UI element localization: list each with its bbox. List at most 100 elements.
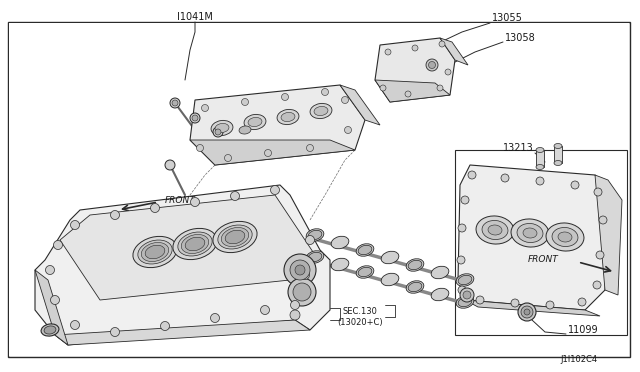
Ellipse shape (44, 326, 56, 334)
Circle shape (225, 154, 232, 161)
Ellipse shape (178, 232, 212, 256)
Polygon shape (60, 195, 315, 300)
Circle shape (511, 299, 519, 307)
Ellipse shape (358, 245, 372, 255)
Ellipse shape (554, 160, 562, 166)
Circle shape (111, 327, 120, 337)
Circle shape (321, 89, 328, 96)
Ellipse shape (281, 112, 295, 122)
Circle shape (476, 296, 484, 304)
Ellipse shape (141, 243, 169, 262)
Circle shape (596, 251, 604, 259)
Ellipse shape (523, 228, 537, 238)
Ellipse shape (308, 252, 322, 262)
Circle shape (344, 126, 351, 134)
Circle shape (461, 196, 469, 204)
Circle shape (385, 49, 391, 55)
Circle shape (161, 321, 170, 330)
Ellipse shape (536, 148, 544, 153)
Circle shape (593, 281, 601, 289)
Circle shape (54, 241, 63, 250)
Circle shape (196, 144, 204, 151)
Circle shape (463, 291, 471, 299)
Circle shape (290, 310, 300, 320)
Ellipse shape (277, 109, 299, 125)
Ellipse shape (554, 144, 562, 148)
Circle shape (536, 177, 544, 185)
Polygon shape (340, 85, 380, 125)
Circle shape (165, 160, 175, 170)
Polygon shape (190, 85, 365, 165)
Ellipse shape (406, 281, 424, 293)
Circle shape (458, 286, 466, 294)
Circle shape (412, 45, 418, 51)
Circle shape (260, 305, 269, 314)
Circle shape (426, 59, 438, 71)
Circle shape (429, 61, 435, 68)
Ellipse shape (406, 259, 424, 271)
Ellipse shape (381, 273, 399, 286)
Ellipse shape (456, 274, 474, 286)
Circle shape (578, 298, 586, 306)
Circle shape (521, 306, 533, 318)
Text: 13055: 13055 (492, 13, 523, 23)
Ellipse shape (358, 267, 372, 277)
Polygon shape (55, 320, 310, 345)
Circle shape (288, 278, 316, 306)
Circle shape (213, 127, 223, 137)
Circle shape (301, 270, 310, 279)
Ellipse shape (248, 118, 262, 126)
Circle shape (439, 41, 445, 47)
Circle shape (202, 105, 209, 112)
Ellipse shape (181, 234, 209, 253)
Circle shape (172, 100, 178, 106)
Polygon shape (465, 300, 600, 316)
Circle shape (271, 186, 280, 195)
Circle shape (501, 174, 509, 182)
Circle shape (211, 314, 220, 323)
Ellipse shape (310, 103, 332, 119)
Ellipse shape (408, 282, 422, 292)
Circle shape (546, 301, 554, 309)
Ellipse shape (546, 223, 584, 251)
Circle shape (170, 98, 180, 108)
Circle shape (111, 211, 120, 219)
Polygon shape (440, 38, 468, 65)
Ellipse shape (456, 296, 474, 308)
Circle shape (457, 256, 465, 264)
Text: FRONT: FRONT (527, 256, 558, 264)
Polygon shape (35, 185, 330, 345)
Ellipse shape (215, 124, 229, 132)
Ellipse shape (306, 229, 324, 241)
Ellipse shape (221, 228, 249, 247)
Circle shape (215, 129, 221, 135)
Circle shape (290, 260, 310, 280)
Circle shape (437, 85, 443, 91)
Circle shape (191, 198, 200, 206)
Ellipse shape (225, 230, 245, 244)
Bar (9, 23, 629, 356)
Circle shape (45, 266, 54, 275)
Circle shape (305, 235, 314, 244)
Circle shape (293, 283, 311, 301)
Circle shape (307, 144, 314, 151)
Circle shape (458, 224, 466, 232)
Ellipse shape (476, 216, 514, 244)
Circle shape (342, 96, 349, 103)
Ellipse shape (244, 115, 266, 129)
Ellipse shape (299, 296, 311, 304)
Circle shape (445, 69, 451, 75)
Text: J1I102C4: J1I102C4 (561, 356, 598, 365)
Ellipse shape (511, 219, 549, 247)
Ellipse shape (536, 164, 544, 170)
Ellipse shape (431, 288, 449, 301)
Ellipse shape (239, 126, 251, 134)
Text: 11099: 11099 (568, 325, 598, 335)
Polygon shape (595, 175, 622, 295)
Ellipse shape (458, 275, 472, 285)
Text: (13020+C): (13020+C) (337, 317, 383, 327)
Ellipse shape (145, 245, 165, 259)
Circle shape (594, 188, 602, 196)
Ellipse shape (431, 266, 449, 279)
Ellipse shape (306, 251, 324, 263)
